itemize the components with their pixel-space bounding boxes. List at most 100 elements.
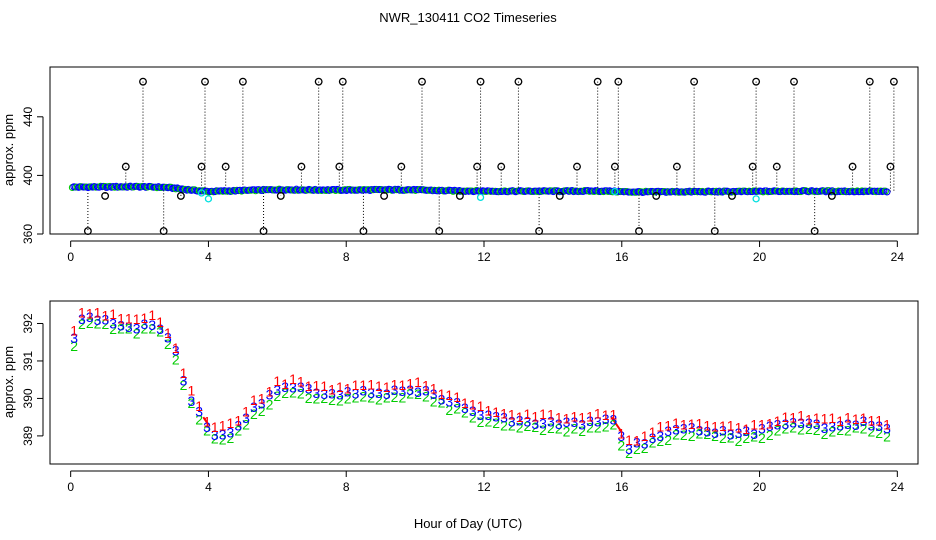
series-3-point: 3 — [711, 425, 719, 441]
series-2-point: 2 — [758, 430, 766, 446]
series-3-point: 3 — [696, 423, 704, 439]
series-2-point: 2 — [586, 420, 594, 436]
outlier-point — [555, 191, 564, 200]
series-1-point: 1 — [101, 307, 109, 323]
series-2-point: 2 — [774, 422, 782, 438]
chart-title: NWR_130411 CO2 Timeseries — [379, 10, 557, 25]
series-2-point: 2 — [727, 429, 735, 445]
series-1-point: 1 — [219, 418, 227, 434]
outlier-point — [276, 191, 285, 200]
series-3-point: 3 — [656, 428, 664, 444]
outlier-point — [535, 227, 544, 236]
series-1-point: 1 — [539, 406, 547, 422]
outlier-point — [748, 162, 757, 171]
series-1-point: 1 — [109, 306, 117, 322]
series-2-point: 2 — [141, 321, 149, 337]
series-3-point: 3 — [445, 394, 453, 410]
series-2-point: 2 — [406, 386, 414, 402]
series-3-point: 3 — [680, 421, 688, 437]
bottom-x-tick-label: 16 — [615, 480, 629, 494]
bottom-x-tick-label: 24 — [891, 480, 905, 494]
series-2-point: 2 — [750, 429, 758, 445]
outlier-point — [314, 77, 323, 86]
series-2-point: 2 — [187, 395, 195, 411]
series-2-point: 2 — [359, 389, 367, 405]
series-1-point: 1 — [828, 410, 836, 426]
series-3-point: 3 — [774, 417, 782, 433]
outlier-point — [435, 227, 444, 236]
series-1-point: 1 — [320, 378, 328, 394]
bottom-y-tick-label: 390 — [21, 388, 35, 408]
series-2-point: 2 — [656, 433, 664, 449]
bottom-x-tick-label: 0 — [67, 480, 74, 494]
series-3-point: 3 — [375, 385, 383, 401]
outlier-point — [221, 162, 230, 171]
series-3-point: 3 — [78, 311, 86, 327]
top-x-tick-label: 12 — [477, 250, 491, 264]
series-3-point: 3 — [156, 321, 164, 337]
series-1-point: 1 — [438, 386, 446, 402]
series-2-point: 2 — [563, 424, 571, 440]
series-1-point: 1 — [750, 417, 758, 433]
series-3-point: 3 — [578, 417, 586, 433]
bottom-x-tick-label: 4 — [205, 480, 212, 494]
outlier-point — [652, 191, 661, 200]
series-3-point: 3 — [336, 386, 344, 402]
series-1-point: 1 — [477, 398, 485, 414]
series-2-point: 2 — [664, 432, 672, 448]
series-2-point: 2 — [344, 390, 352, 406]
series-2-point: 2 — [94, 316, 102, 332]
outlier-point — [728, 191, 736, 200]
series-2-point: 2 — [414, 386, 422, 402]
series-3-point: 3 — [617, 428, 625, 444]
series-2-point: 2 — [453, 401, 461, 417]
outlier-point — [889, 77, 898, 86]
series-1-point: 1 — [125, 311, 133, 327]
series-3-point: 3 — [430, 386, 438, 402]
series-1-point: 1 — [781, 409, 789, 425]
outlier-point — [238, 77, 247, 86]
series-2-point: 2 — [836, 422, 844, 438]
series-2-point: 2 — [641, 440, 649, 456]
series-3-point: 3 — [313, 385, 321, 401]
series-2-point: 2 — [539, 422, 547, 438]
series-2-point: 2 — [281, 385, 289, 401]
series-1-point: 1 — [164, 325, 172, 341]
series-2-point: 2 — [375, 392, 383, 408]
series-2-point: 2 — [180, 377, 188, 393]
series-3-point: 3 — [453, 395, 461, 411]
series-1-point: 1 — [484, 402, 492, 418]
series-3-point: 3 — [242, 410, 250, 426]
series-3-point: 3 — [297, 379, 305, 395]
series-1-point: 1 — [391, 376, 399, 392]
series-1-point: 1 — [703, 418, 711, 434]
series-3-point: 3 — [508, 414, 516, 430]
series-2-point: 2 — [211, 430, 219, 446]
series-2-point: 2 — [336, 393, 344, 409]
series-1-point: 1 — [148, 307, 156, 323]
top-panel: approx. ppm 0 4 8 12 16 20 24 360 400 440 — [1, 66, 919, 264]
series-2-point: 2 — [821, 426, 829, 442]
top-x-tick-label: 20 — [753, 250, 767, 264]
series-2-point: 2 — [625, 445, 633, 461]
top-x-tick-label: 0 — [67, 250, 74, 264]
top-y-tick-label: 360 — [21, 224, 35, 244]
series-3-point: 3 — [250, 399, 258, 415]
series-3-point: 3 — [352, 386, 360, 402]
series-1-point: 1 — [696, 415, 704, 431]
series-2-point: 2 — [852, 419, 860, 435]
outlier-point — [297, 162, 306, 171]
series-2-point: 2 — [383, 390, 391, 406]
series-3-point: 3 — [227, 425, 235, 441]
series-2-point: 2 — [781, 421, 789, 437]
series-2-point: 2 — [500, 418, 508, 434]
series-1-point: 1 — [305, 378, 313, 394]
series-1-point: 1 — [258, 390, 266, 406]
series-3-point: 3 — [266, 387, 274, 403]
top-x-tick-label: 16 — [615, 250, 629, 264]
series-2-point: 2 — [227, 430, 235, 446]
series-2-point: 2 — [156, 324, 164, 340]
series-1-point: 1 — [594, 406, 602, 422]
